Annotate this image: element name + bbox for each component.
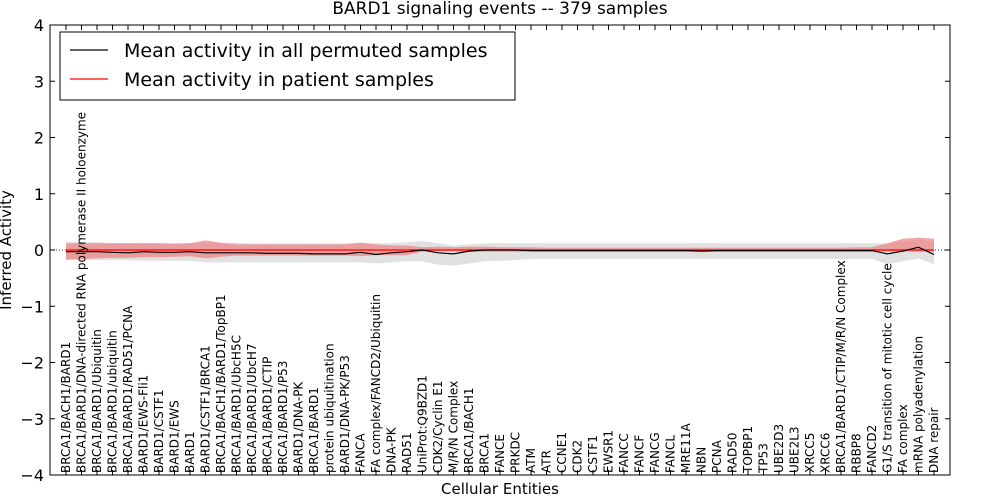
x-tick-label: NBN [695, 447, 709, 473]
legend-label-permuted: Mean activity in all permuted samples [124, 40, 487, 62]
x-tick-label: XRCC6 [819, 433, 833, 473]
x-axis: BRCA1/BACH1/BARD1 BRCA1/BARD1/DNA-directe… [59, 25, 941, 475]
x-tick-label: BARD1 [183, 431, 197, 473]
x-tick-label: BRCA1/BARD1/Ubiquitin [90, 329, 104, 473]
x-tick-label: BRCA1/BACH1 [462, 387, 476, 473]
x-tick-label: BARD1/DNA-PK [292, 381, 306, 473]
x-tick-label: BRCA1/BARD1/P53 [276, 361, 290, 473]
x-tick-label: RAD51 [400, 432, 414, 473]
x-tick-label: ATM [524, 448, 538, 473]
x-tick-label: BRCA1/BARD1/UbcH7 [245, 343, 259, 473]
x-tick-label: UBE2D3 [772, 424, 786, 473]
x-tick-label: BRCA1/BARD1/ubiquitin [106, 330, 120, 473]
legend-label-patient: Mean activity in patient samples [124, 69, 434, 91]
x-tick-label: FA complex/FANCD2/Ubiquitin [369, 294, 383, 473]
legend: Mean activity in all permuted samples Me… [59, 31, 516, 101]
x-tick-label: CCNE1 [555, 432, 569, 473]
x-tick-label: BRCA1/BACH1/BARD1/TopBP1 [214, 294, 228, 473]
x-tick-label: FANCG [648, 432, 662, 473]
x-tick-label: ATR [540, 450, 554, 473]
series-lines [50, 246, 950, 256]
x-tick-label: BARD1/CSTF1/BRCA1 [199, 345, 213, 473]
x-tick-label: CDK2/Cyclin E1 [431, 380, 445, 473]
permuted-mean-line [66, 246, 935, 256]
x-tick-label: BRCA1/BARD1 [307, 387, 321, 473]
x-tick-label: CDK2 [571, 440, 585, 473]
x-tick-label: BRCA1/BARD1/CTIP/M/R/N Complex [834, 260, 848, 473]
x-tick-label: PRKDC [509, 432, 523, 473]
y-tick-label: 1 [34, 185, 44, 204]
x-tick-label: PCNA [710, 439, 724, 473]
y-tick-label: −3 [20, 410, 44, 429]
y-tick-label: −1 [20, 297, 44, 316]
x-tick-label: FANCL [664, 435, 678, 473]
x-tick-label: mRNA polyadenylation [912, 336, 926, 473]
x-tick-label: FANCC [617, 433, 631, 473]
x-tick-label: BRCA1/BARD1/RAD51/PCNA [121, 305, 135, 473]
x-tick-label: FANCA [354, 433, 368, 473]
x-tick-label: CSTF1 [586, 435, 600, 473]
x-tick-label: TP53 [757, 443, 771, 474]
x-tick-label: XRCC5 [803, 433, 817, 473]
x-tick-label: FA complex [896, 404, 910, 473]
x-tick-label: BRCA1/BARD1/DNA-directed RNA polymerase … [75, 112, 89, 473]
x-tick-label: BARD1/CSTF1 [152, 389, 166, 473]
y-tick-label: −4 [20, 466, 44, 485]
x-tick-label: UniProt:Q9BZD1 [416, 375, 430, 473]
y-tick-label: −2 [20, 354, 44, 373]
x-tick-label: UBE2L3 [788, 426, 802, 473]
x-tick-label: BRCA1/BARD1/UbcH5C [230, 335, 244, 473]
confidence-bands [66, 237, 934, 266]
x-tick-label: BRCA1/BACH1/BARD1 [59, 342, 73, 473]
x-tick-label: FANCD2 [865, 425, 879, 473]
legend-box [59, 31, 516, 101]
x-tick-label: DNA-PK [385, 426, 399, 473]
x-tick-label: G1/S transition of mitotic cell cycle [881, 263, 895, 473]
y-tick-label: 3 [34, 72, 44, 91]
x-tick-label: BRCA1 [478, 433, 492, 473]
y-axis-label: Inferred Activity [0, 190, 15, 310]
chart-title: BARD1 signaling events -- 379 samples [332, 0, 667, 19]
x-tick-label: EWSR1 [602, 430, 616, 473]
x-tick-label: FANCE [493, 434, 507, 473]
y-tick-label: 2 [34, 129, 44, 148]
x-tick-label: BARD1/EWS-Fli1 [137, 375, 151, 473]
y-tick-label: 4 [34, 16, 44, 35]
y-axis: −4 −3 −2 −1 0 1 2 3 4 [20, 16, 950, 485]
y-tick-label: 0 [34, 241, 44, 260]
x-tick-label: BARD1/DNA-PK/P53 [338, 355, 352, 473]
x-tick-label: RAD50 [726, 432, 740, 473]
x-tick-label: BRCA1/BARD1/CTIP [261, 357, 275, 473]
x-tick-label: DNA repair [927, 407, 941, 473]
x-tick-label: FANCF [633, 435, 647, 473]
x-tick-label: protein ubiquitination [323, 343, 337, 473]
x-tick-label: RBBP8 [850, 433, 864, 473]
x-tick-label: MRE11A [679, 422, 693, 473]
x-tick-label: M/R/N Complex [447, 381, 461, 473]
x-tick-label: BARD1/EWS [168, 400, 182, 473]
x-tick-label: TOPBP1 [741, 426, 755, 474]
x-axis-label: Cellular Entities [441, 480, 559, 498]
patient-confidence-band [66, 237, 934, 260]
